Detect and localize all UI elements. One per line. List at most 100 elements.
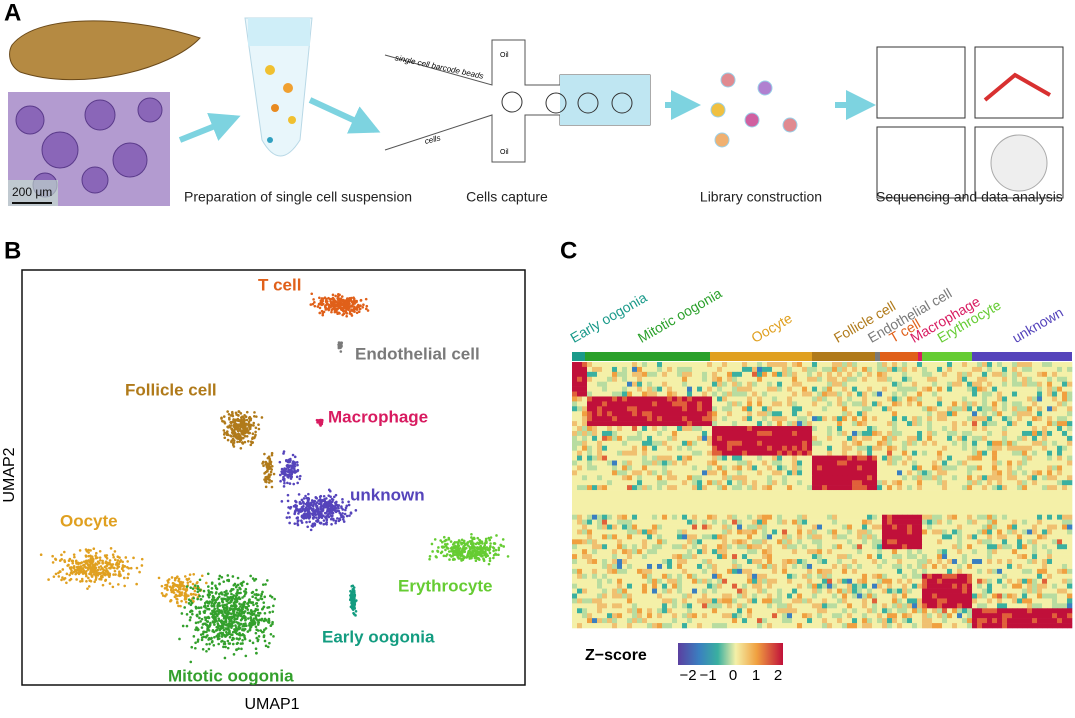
umap-point (253, 621, 257, 625)
heatmap-cell (842, 362, 848, 368)
heatmap-cell (717, 376, 723, 383)
umap-point (354, 509, 358, 512)
umap-point (250, 601, 253, 605)
heatmap-cell (622, 396, 628, 402)
heatmap-cell (972, 440, 978, 447)
umap-point (238, 626, 242, 630)
umap-point (171, 586, 175, 589)
heatmap-cell (927, 391, 933, 397)
heatmap-cell (947, 371, 953, 378)
heatmap-cell (947, 440, 953, 447)
umap-point (458, 546, 462, 550)
umap-point (280, 500, 284, 503)
heatmap-cell (677, 386, 683, 392)
umap-point (99, 568, 102, 571)
umap-point (282, 471, 285, 475)
umap-point (112, 555, 115, 559)
umap-point (487, 562, 491, 566)
umap-point (163, 594, 167, 598)
heatmap-cell (652, 396, 658, 402)
heatmap-cell (637, 376, 643, 383)
heatmap-cell (822, 455, 828, 461)
heatmap-cell (677, 406, 683, 412)
umap-point (86, 587, 89, 590)
umap-point (327, 494, 331, 497)
heatmap-cell (712, 371, 718, 378)
heatmap-cell (892, 455, 898, 461)
umap-point (318, 306, 322, 310)
heatmap-cell (767, 416, 773, 422)
heatmap-cell (852, 460, 858, 466)
heatmap-cell (692, 455, 698, 461)
heatmap-cell (757, 455, 763, 461)
umap-point (232, 621, 235, 624)
heatmap-cell (627, 455, 633, 461)
heatmap-cell (862, 396, 868, 402)
heatmap-cell (777, 455, 783, 461)
heatmap-cell (792, 445, 798, 451)
umap-point (192, 592, 195, 596)
heatmap-cell (607, 406, 613, 412)
umap-point (356, 304, 359, 308)
heatmap-cell (617, 426, 623, 432)
heatmap-cell (927, 381, 933, 387)
heatmap-cell (652, 371, 658, 378)
umap-point (61, 576, 64, 579)
heatmap-cell (977, 371, 983, 378)
umap-point (302, 513, 306, 516)
heatmap-cell (992, 455, 998, 461)
heatmap-cell (827, 396, 833, 402)
heatmap-cell (627, 366, 633, 373)
umap-point (254, 625, 258, 629)
umap-point (315, 508, 319, 511)
heatmap-cell (777, 445, 783, 451)
heatmap-cell (637, 470, 643, 476)
heatmap-cell (737, 465, 743, 471)
heatmap-cell (792, 435, 798, 442)
heatmap-cell (1007, 406, 1013, 412)
heatmap-cell (907, 421, 913, 427)
umap-point (63, 550, 66, 554)
heatmap-cell (747, 391, 753, 397)
umap-point (310, 292, 314, 296)
heatmap-cell (1057, 421, 1063, 427)
heatmap-cell (722, 396, 728, 402)
umap-point (323, 498, 326, 501)
heatmap-cell (842, 455, 848, 461)
umap-point (485, 546, 489, 549)
heatmap-cell (972, 426, 978, 432)
umap-point (477, 557, 480, 560)
heatmap-cell (632, 362, 638, 368)
heatmap-cell (797, 371, 803, 378)
umap-point (217, 604, 220, 608)
umap-point (263, 611, 267, 615)
heatmap-cell (692, 396, 698, 402)
heatmap-cell (682, 376, 688, 383)
heatmap-cell (882, 450, 888, 456)
umap-point (242, 614, 246, 618)
heatmap-cell (1057, 406, 1063, 412)
umap-point (187, 598, 191, 601)
heatmap-cell (642, 362, 648, 368)
heatmap-cell (577, 470, 583, 476)
heatmap-cell (767, 435, 773, 442)
umap-point (114, 558, 117, 561)
heatmap-cell (937, 445, 943, 451)
heatmap-cell (902, 401, 908, 407)
heatmap-cell (627, 450, 633, 456)
heatmap-cell (892, 426, 898, 432)
umap-point (257, 598, 260, 602)
heatmap-cell (877, 386, 883, 392)
heatmap-cell (807, 460, 813, 466)
heatmap-cell (712, 381, 718, 387)
heatmap-cell (1062, 465, 1068, 471)
heatmap-cell (907, 366, 913, 373)
heatmap-cell (582, 430, 588, 437)
umap-point (183, 575, 187, 578)
analysis-plot (876, 126, 966, 199)
heatmap-cell (707, 465, 713, 471)
heatmap-cell (712, 362, 718, 368)
heatmap-cell (782, 435, 788, 442)
umap-point (307, 517, 311, 520)
umap-point (230, 587, 234, 591)
